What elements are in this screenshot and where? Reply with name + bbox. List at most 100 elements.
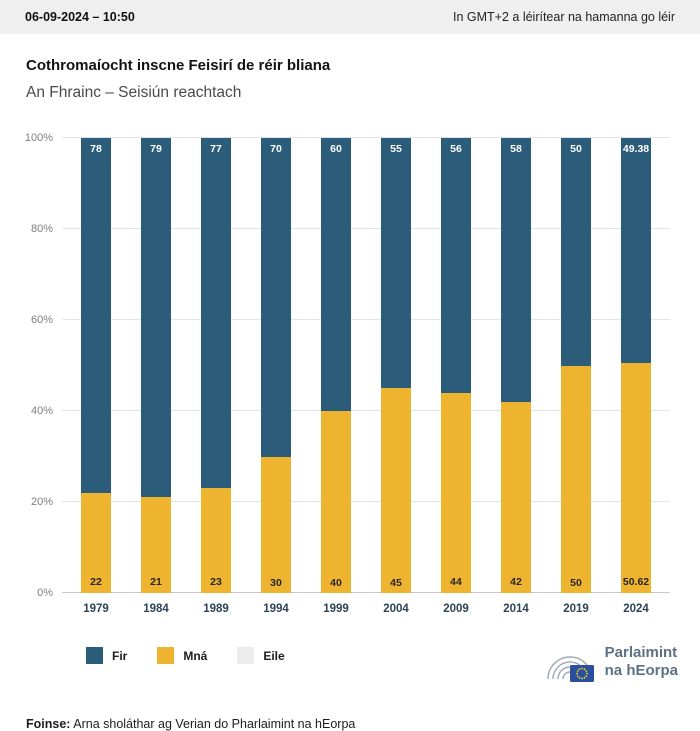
- x-axis-label: 1989: [203, 603, 229, 615]
- bars: 78 22 79 21 77 23 70 30 60 40 55 45 56 44 58 42 50 50 49.3…: [62, 138, 670, 593]
- bar-value-fir: 58: [510, 143, 522, 155]
- bar-value-mna: 22: [90, 576, 102, 589]
- source-note: Foinse: Arna sholáthar ag Verian do Phar…: [26, 717, 355, 731]
- bar-value-fir: 77: [210, 143, 222, 155]
- x-axis-label: 1979: [83, 603, 109, 615]
- bar-value-mna: 44: [450, 576, 462, 589]
- legend-item: Eile: [237, 647, 285, 664]
- x-axis-label: 1994: [263, 603, 289, 615]
- bar-segment-mna: 40: [321, 411, 351, 593]
- stacked-bar: 49.38 50.62: [621, 138, 651, 593]
- bar-value-mna: 21: [150, 576, 162, 589]
- bar-segment-fir: 77: [201, 138, 231, 489]
- bar-value-mna: 40: [330, 576, 342, 589]
- parliament-logo-line1: Parlaimint: [604, 644, 678, 661]
- x-axis: 1979 1984 1989 1994 1999 2004 2009 2014 2019 2024: [62, 603, 670, 615]
- legend-item: Fir: [86, 647, 127, 664]
- bar-value-fir: 70: [270, 143, 282, 155]
- bar-value-mna: 45: [390, 576, 402, 589]
- x-axis-label: 1999: [323, 603, 349, 615]
- bar-value-fir: 60: [330, 143, 342, 155]
- bar-segment-fir: 70: [261, 138, 291, 457]
- footer-area: Fir Mná Eile Foinse: Arna sholáthar ag Ver…: [0, 643, 700, 731]
- page-subtitle: An Fhrainc – Seisiún reachtach: [26, 84, 242, 101]
- chart-legend: Fir Mná Eile: [86, 647, 285, 664]
- bar-column: 56 44: [426, 138, 486, 593]
- eu-flag-icon: [569, 665, 594, 682]
- bar-value-mna: 30: [270, 576, 282, 589]
- bar-segment-fir: 56: [441, 138, 471, 393]
- gridline: [62, 137, 670, 138]
- bar-segment-mna: 30: [261, 456, 291, 593]
- bar-column: 58 42: [486, 138, 546, 593]
- bar-segment-mna: 44: [441, 392, 471, 593]
- header-timezone-note: In GMT+2 a léirítear na hamanna go léir: [453, 10, 675, 24]
- parliament-logo-text: Parlaimint na hEorpa: [605, 644, 678, 680]
- bar-column: 49.38 50.62: [606, 138, 666, 593]
- bar-value-fir: 55: [390, 143, 402, 155]
- bar-value-fir: 50: [570, 143, 582, 155]
- bar-column: 70 30: [246, 138, 306, 593]
- gridline: [62, 592, 670, 593]
- bar-segment-mna: 50: [561, 365, 591, 593]
- y-tick-label: 80%: [30, 223, 53, 235]
- x-axis-label: 2014: [503, 603, 529, 615]
- bar-segment-mna: 50.62: [621, 362, 651, 593]
- bar-segment-mna: 45: [381, 388, 411, 593]
- stacked-bar: 78 22: [81, 138, 111, 593]
- stacked-bar: 70 30: [261, 138, 291, 593]
- bar-column: 55 45: [366, 138, 426, 593]
- stacked-bar: 77 23: [201, 138, 231, 593]
- x-axis-label: 2019: [563, 603, 589, 615]
- x-axis-label: 2009: [443, 603, 469, 615]
- bar-column: 60 40: [306, 138, 366, 593]
- stacked-bar: 60 40: [321, 138, 351, 593]
- source-text: Arna sholáthar ag Verian do Pharlaimint …: [70, 717, 356, 731]
- y-tick-label: 20%: [30, 496, 53, 508]
- bar-value-fir: 49.38: [622, 143, 650, 155]
- legend-label: Mná: [183, 648, 208, 663]
- bar-segment-mna: 22: [81, 492, 111, 593]
- source-label: Foinse:: [26, 717, 71, 731]
- stacked-bar: 56 44: [441, 138, 471, 593]
- stacked-bar: 79 21: [141, 138, 171, 593]
- bar-column: 79 21: [126, 138, 186, 593]
- bar-column: 78 22: [66, 138, 126, 593]
- parliament-hemicycle-icon: [546, 656, 594, 682]
- x-axis-label: 2024: [623, 603, 649, 615]
- bar-value-fir: 79: [150, 143, 162, 155]
- bar-segment-fir: 79: [141, 138, 171, 498]
- gridline: [62, 319, 670, 320]
- gridline: [62, 228, 670, 229]
- bar-segment-mna: 23: [201, 488, 231, 593]
- legend-label: Eile: [263, 648, 285, 663]
- stacked-bar: 58 42: [501, 138, 531, 593]
- legend-item: Mná: [157, 647, 207, 664]
- bar-value-fir: 56: [450, 143, 462, 155]
- bar-column: 50 50: [546, 138, 606, 593]
- legend-swatch: [86, 647, 103, 664]
- bar-segment-fir: 50: [561, 138, 591, 366]
- bar-segment-fir: 49.38: [621, 138, 651, 363]
- stacked-bar: 55 45: [381, 138, 411, 593]
- plot-area: 78 22 79 21 77 23 70 30 60 40 55 45 56 44 58 42 50 50 49.3…: [25, 132, 670, 599]
- stacked-bar-chart: 78 22 79 21 77 23 70 30 60 40 55 45 56 44 58 42 50 50 49.3…: [25, 132, 670, 615]
- bar-segment-mna: 21: [141, 497, 171, 593]
- bar-value-mna: 50: [570, 576, 582, 589]
- x-axis-label: 1984: [143, 603, 169, 615]
- y-tick-label: 0%: [37, 587, 53, 599]
- bar-segment-fir: 60: [321, 138, 351, 411]
- y-tick-label: 60%: [30, 314, 53, 326]
- bar-column: 77 23: [186, 138, 246, 593]
- header-datetime: 06-09-2024 – 10:50: [25, 10, 135, 24]
- bar-value-fir: 78: [90, 143, 102, 155]
- gridline: [62, 410, 670, 411]
- legend-swatch: [237, 647, 255, 664]
- page-title: Cothromaíocht inscne Feisirí de réir bli…: [26, 57, 331, 74]
- y-tick-label: 100%: [24, 132, 53, 144]
- legend-swatch: [157, 647, 175, 664]
- bar-segment-fir: 55: [381, 138, 411, 389]
- title-block: Cothromaíocht inscne Feisirí de réir bli…: [0, 34, 700, 102]
- parliament-logo-line2: na hEorpa: [604, 662, 678, 679]
- stacked-bar: 50 50: [561, 138, 591, 593]
